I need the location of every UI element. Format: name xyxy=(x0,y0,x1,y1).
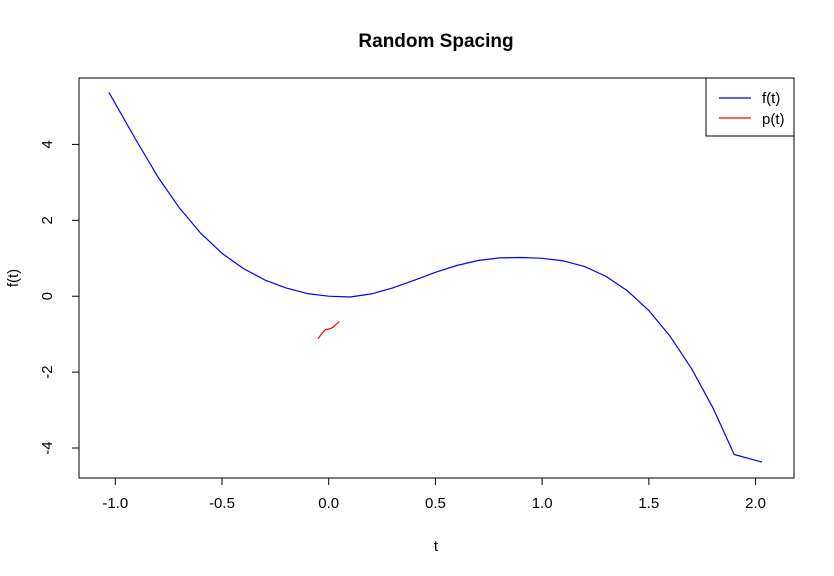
legend-label-p: p(t) xyxy=(762,111,785,128)
y-axis-label: f(t) xyxy=(5,269,22,287)
legend: f(t) p(t) xyxy=(705,77,795,137)
y-tick-label: 0 xyxy=(39,292,56,300)
x-tick-label: 1.5 xyxy=(638,495,659,512)
x-axis: -1.0 -0.5 0.0 0.5 1.0 1.5 2.0 xyxy=(102,477,766,512)
series-line-f xyxy=(108,92,763,463)
x-axis-label: t xyxy=(434,538,439,555)
y-tick-label: -4 xyxy=(39,441,56,454)
legend-label-f: f(t) xyxy=(762,90,780,107)
y-tick-label: -2 xyxy=(39,365,56,378)
y-tick-label: 4 xyxy=(39,140,56,148)
x-tick-label: -0.5 xyxy=(209,495,235,512)
plot-frame xyxy=(78,77,795,479)
chart-title: Random Spacing xyxy=(358,31,513,52)
x-tick-label: 2.0 xyxy=(745,495,766,512)
x-tick-label: -1.0 xyxy=(102,495,128,512)
y-axis: -4 -2 0 2 4 xyxy=(39,140,80,455)
x-tick-label: 0.5 xyxy=(425,495,446,512)
legend-box xyxy=(705,77,795,137)
y-tick-label: 2 xyxy=(39,216,56,224)
x-tick-label: 1.0 xyxy=(532,495,553,512)
x-tick-label: 0.0 xyxy=(318,495,339,512)
series-line-p xyxy=(317,321,340,340)
series-layer xyxy=(108,92,763,463)
